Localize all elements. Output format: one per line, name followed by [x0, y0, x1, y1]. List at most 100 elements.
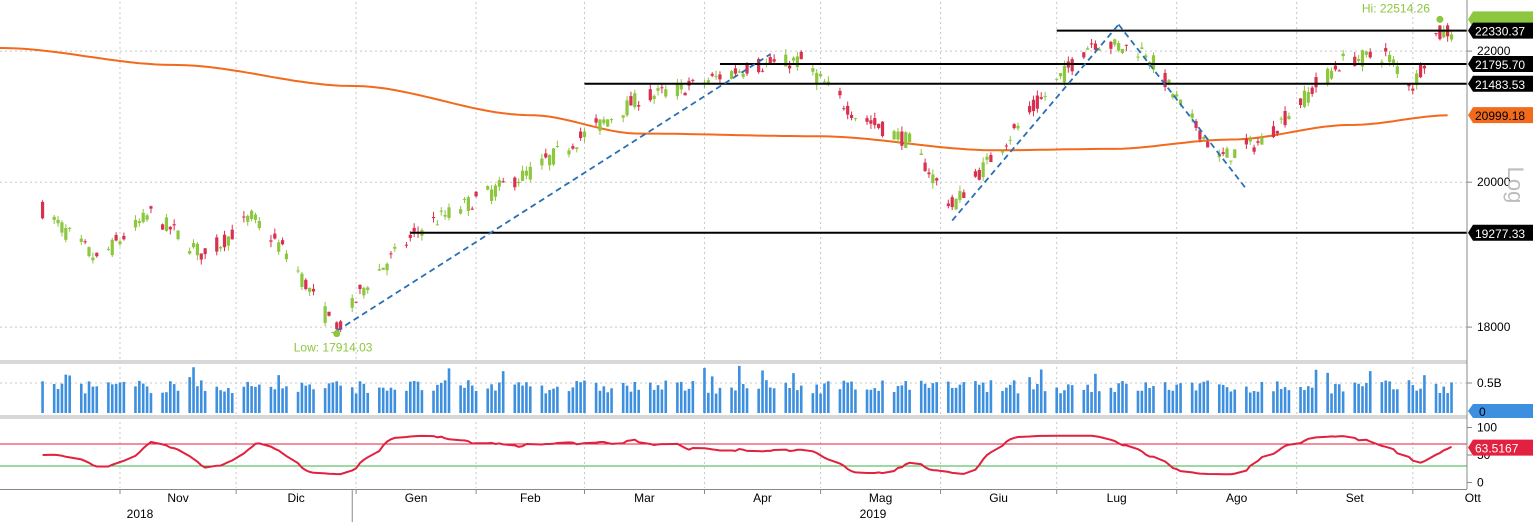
candle-body	[571, 146, 575, 149]
rsi-last-label: 63.5167	[1475, 442, 1519, 456]
candle-body	[1136, 56, 1140, 58]
candle-body	[582, 131, 587, 138]
volume-bar	[714, 393, 718, 413]
volume-bar	[567, 391, 571, 413]
candle-body	[118, 241, 122, 245]
volume-bar	[544, 393, 548, 413]
volume-bar	[1221, 384, 1225, 413]
candle-body	[1357, 59, 1361, 61]
volume-bar	[1140, 390, 1144, 413]
volume-bar	[710, 376, 714, 413]
candle-body	[339, 321, 343, 330]
ma-label: 20999.18	[1475, 109, 1525, 123]
year-label-2018: 2018	[127, 507, 154, 521]
volume-bar	[602, 386, 606, 413]
candle-body	[927, 172, 931, 175]
volume-bar	[1144, 382, 1148, 413]
candle-body	[122, 235, 126, 240]
volume-bar	[571, 387, 575, 413]
volume-bar	[757, 388, 760, 413]
candle-body	[1418, 64, 1423, 78]
candle-body	[381, 267, 385, 270]
volume-bar	[501, 371, 505, 413]
candle-body	[1229, 160, 1233, 162]
candle-body	[594, 118, 598, 123]
volume-bar	[420, 390, 424, 413]
candle-body	[1097, 49, 1101, 51]
candle-body	[64, 227, 68, 240]
volume-bar	[91, 386, 95, 413]
candle-body	[52, 216, 56, 220]
support-resistance-levels	[410, 29, 1467, 234]
volume-bar	[439, 382, 443, 413]
candle-body	[652, 95, 656, 100]
candle-body	[1190, 113, 1194, 118]
volume-bar	[528, 386, 532, 413]
candle-body	[1368, 51, 1372, 58]
candle-body	[985, 156, 989, 160]
candle-body	[551, 148, 556, 165]
candle-body	[1438, 25, 1442, 40]
candle-body	[1109, 41, 1113, 49]
volume-bar	[977, 384, 981, 413]
volume-bar	[947, 381, 950, 413]
candle-body	[219, 246, 223, 249]
volume-bar	[846, 382, 849, 413]
volume-bar	[838, 389, 842, 413]
candle-body	[931, 174, 935, 184]
volume-bar	[1229, 391, 1233, 413]
candle-body	[900, 131, 904, 146]
candle-body	[1124, 44, 1128, 46]
volume-bar	[873, 388, 877, 413]
candle-body	[1387, 54, 1392, 63]
high-marker	[1436, 15, 1444, 23]
candle-body	[621, 115, 625, 118]
volume-bar	[1411, 385, 1415, 413]
volume-bar	[637, 389, 640, 413]
candle-body	[869, 120, 873, 124]
candle-body	[1333, 65, 1337, 70]
candle-body	[1310, 87, 1314, 94]
month-label: Gen	[405, 491, 428, 505]
volume-bar	[1028, 377, 1031, 413]
volume-bar	[1109, 387, 1113, 413]
volume-bar	[691, 381, 695, 413]
volume-bar	[1272, 391, 1275, 413]
volume-bar	[683, 390, 687, 413]
candle-body	[273, 233, 277, 239]
candle-body	[246, 215, 250, 222]
candle-body	[788, 65, 792, 69]
candle-body	[544, 153, 548, 158]
volume-bar	[474, 390, 478, 413]
volume-tick-label: 0.5B	[1477, 376, 1502, 390]
candle-body	[637, 105, 641, 107]
volume-bar	[950, 387, 954, 413]
volume-bar	[308, 384, 311, 413]
candle-body	[811, 68, 815, 72]
volume-bar	[648, 382, 652, 413]
candle-body	[842, 108, 846, 110]
volume-bar	[962, 382, 966, 413]
volume-bar	[881, 380, 884, 413]
candle-body	[377, 269, 381, 271]
volume-bar	[281, 388, 284, 413]
month-label: Nov	[167, 491, 188, 505]
candle-body	[520, 170, 525, 181]
volume-bar	[629, 391, 633, 413]
volume-bar	[575, 381, 579, 413]
candle-body	[772, 59, 776, 62]
volume-bar	[1125, 383, 1128, 413]
candle-body	[114, 235, 118, 241]
candle-body	[629, 96, 633, 106]
candle-body	[68, 227, 72, 229]
candle-body	[1306, 92, 1310, 103]
volume-bar	[1059, 393, 1062, 413]
candle-body	[164, 217, 169, 232]
candle-body	[799, 51, 803, 60]
high-label: Hi: 22514.26	[1362, 1, 1430, 15]
candle-body	[950, 197, 954, 208]
volume-bar	[1276, 381, 1279, 413]
volume-bar	[1365, 383, 1368, 413]
candle-body	[203, 248, 207, 255]
volume-bar	[927, 387, 931, 413]
